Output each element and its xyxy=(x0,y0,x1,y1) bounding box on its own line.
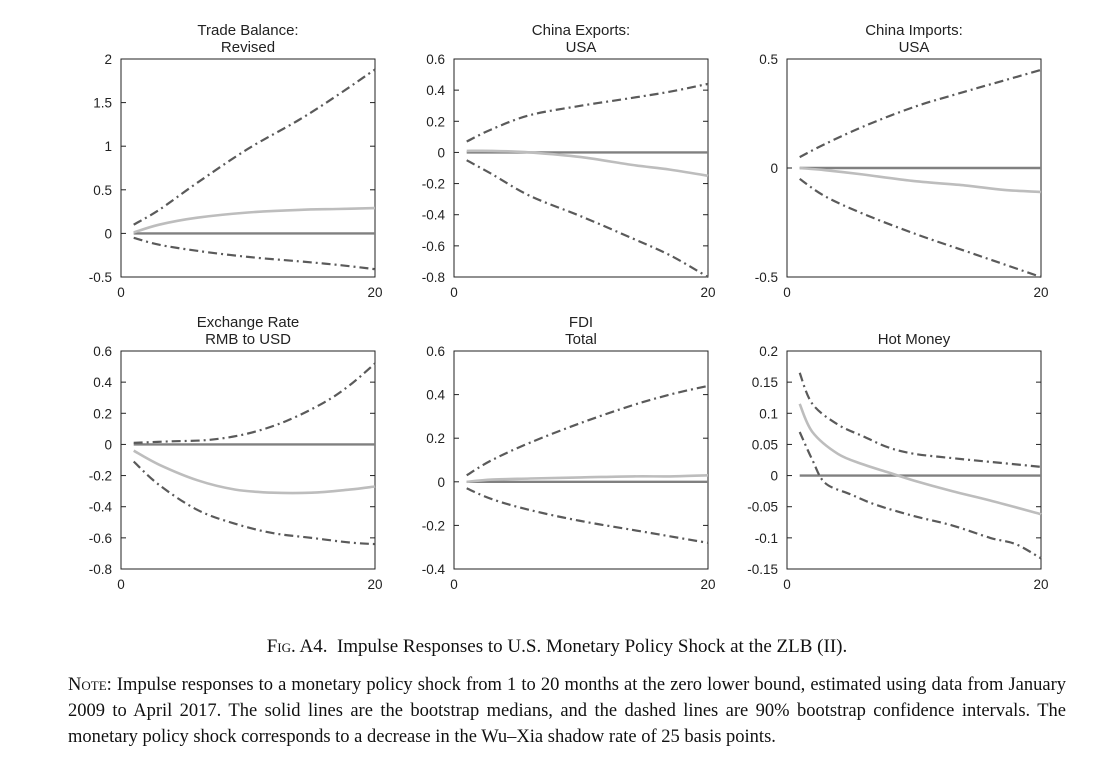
y-tick-label: -0.4 xyxy=(422,208,446,223)
panel-title-line: China Exports: xyxy=(532,22,630,39)
panel-6: Hot Money -0.15 -0.1 -0.05 0 0.05 0.1 0.15 0.2 0 2… xyxy=(747,331,1048,592)
series-median-line xyxy=(798,403,1042,516)
y-tick-label: 0.4 xyxy=(426,388,445,403)
panel-title-line: USA xyxy=(566,39,597,56)
y-tick-label: 0.2 xyxy=(426,114,445,129)
note-label: Note: xyxy=(68,675,112,695)
panel-title-line: USA xyxy=(899,39,930,56)
y-tick-label: 0 xyxy=(104,437,112,452)
y-tick-label: 0.2 xyxy=(93,406,112,421)
x-tick-label: 20 xyxy=(700,577,715,592)
panel-3: China Imports:USA -0.5 0 0.5 0 20 xyxy=(755,22,1049,300)
y-tick-label: 0.6 xyxy=(426,52,445,67)
series-lower-line xyxy=(799,177,1042,279)
x-tick-label: 0 xyxy=(450,577,458,592)
plot-frame xyxy=(120,350,376,570)
series-lower-line xyxy=(133,236,376,271)
series-upper-line xyxy=(133,362,376,444)
y-tick-label: -0.05 xyxy=(747,500,778,515)
series-lower-line xyxy=(466,159,709,278)
x-tick-label: 20 xyxy=(1033,285,1048,300)
y-tick-label: -0.6 xyxy=(422,239,445,254)
plot-frame xyxy=(453,58,709,278)
y-tick-label: 0.5 xyxy=(759,52,778,67)
caption-label: Fig. A4. xyxy=(266,636,328,657)
panel-title-line: Hot Money xyxy=(878,331,951,348)
y-tick-label: -0.6 xyxy=(89,531,112,546)
series-median-line xyxy=(466,149,709,178)
plot-frame xyxy=(120,58,376,278)
panel-title-line: FDI xyxy=(569,314,593,331)
y-tick-label: 0.2 xyxy=(759,344,778,359)
series-upper-line xyxy=(799,68,1042,159)
series-upper-line xyxy=(466,384,709,477)
y-tick-label: 0.6 xyxy=(93,344,112,359)
y-tick-label: -0.8 xyxy=(422,270,445,285)
note-text: Impulse responses to a monetary policy s… xyxy=(68,675,1066,747)
figure-caption: Fig. A4. Impulse Responses to U.S. Monet… xyxy=(0,636,1114,658)
x-tick-label: 0 xyxy=(783,285,791,300)
y-tick-label: 0.2 xyxy=(426,431,445,446)
impulse-response-figure: Trade Balance:Revised-0.500.511.520 20Chi… xyxy=(89,22,1049,592)
x-tick-label: 20 xyxy=(367,577,382,592)
y-tick-label: 0 xyxy=(770,161,778,176)
y-tick-label: 0 xyxy=(437,145,445,160)
plot-frame xyxy=(786,350,1042,570)
y-tick-label: -0.2 xyxy=(422,518,445,533)
y-tick-label: 0.5 xyxy=(93,183,112,198)
y-tick-label: -0.4 xyxy=(89,500,113,515)
panel-title-line: China Imports: xyxy=(865,22,963,39)
y-tick-label: 1 xyxy=(104,139,112,154)
panel-title-line: Revised xyxy=(221,39,275,56)
series-lower-line xyxy=(798,431,1042,560)
panel-title-line: Total xyxy=(565,331,597,348)
y-tick-label: 0 xyxy=(437,475,445,490)
figure-note: Note: Impulse responses to a monetary po… xyxy=(68,672,1066,750)
y-tick-label: -0.5 xyxy=(755,270,778,285)
series-median-line xyxy=(466,474,709,484)
x-tick-label: 0 xyxy=(117,285,125,300)
y-tick-label: 0.6 xyxy=(426,344,445,359)
y-tick-label: -0.8 xyxy=(89,562,112,577)
series-upper-line xyxy=(133,68,376,226)
x-tick-label: 20 xyxy=(367,285,382,300)
panel-title-line: RMB to USD xyxy=(205,331,291,348)
y-tick-label: 0 xyxy=(104,226,112,241)
y-tick-label: 1.5 xyxy=(93,96,112,111)
caption-text: Impulse Responses to U.S. Monetary Polic… xyxy=(336,636,848,657)
plot-frame xyxy=(453,350,709,570)
series-median-line xyxy=(133,206,376,234)
x-tick-label: 0 xyxy=(117,577,125,592)
y-tick-label: 0.1 xyxy=(759,406,778,421)
y-tick-label: 2 xyxy=(104,52,112,67)
y-tick-label: -0.1 xyxy=(755,531,778,546)
y-tick-label: 0.4 xyxy=(93,375,112,390)
series-upper-line xyxy=(798,372,1042,468)
y-tick-label: -0.4 xyxy=(422,562,446,577)
series-upper-line xyxy=(466,82,709,143)
series-lower-line xyxy=(132,460,376,546)
panel-title-line: Exchange Rate xyxy=(197,314,300,331)
y-tick-label: -0.15 xyxy=(747,562,778,577)
x-tick-label: 0 xyxy=(783,577,791,592)
y-tick-label: 0 xyxy=(770,469,778,484)
panel-2: China Exports:USA -0.8 -0.6 -0.4 -0.2 0 0.2 0.4… xyxy=(422,22,716,300)
x-tick-label: 0 xyxy=(450,285,458,300)
x-tick-label: 20 xyxy=(700,285,715,300)
y-tick-label: 0.4 xyxy=(426,83,445,98)
series-median-line xyxy=(799,166,1042,194)
y-tick-label: 0.15 xyxy=(752,375,778,390)
panel-1: Trade Balance:Revised-0.500.511.520 20 xyxy=(89,22,383,300)
x-tick-label: 20 xyxy=(1033,577,1048,592)
y-tick-label: -0.2 xyxy=(422,177,445,192)
series-median-line xyxy=(133,449,376,495)
series-lower-line xyxy=(466,487,709,544)
panel-title-line: Trade Balance: xyxy=(197,22,298,39)
y-tick-label: -0.2 xyxy=(89,469,112,484)
y-tick-label: -0.5 xyxy=(89,270,112,285)
y-tick-label: 0.05 xyxy=(752,437,778,452)
